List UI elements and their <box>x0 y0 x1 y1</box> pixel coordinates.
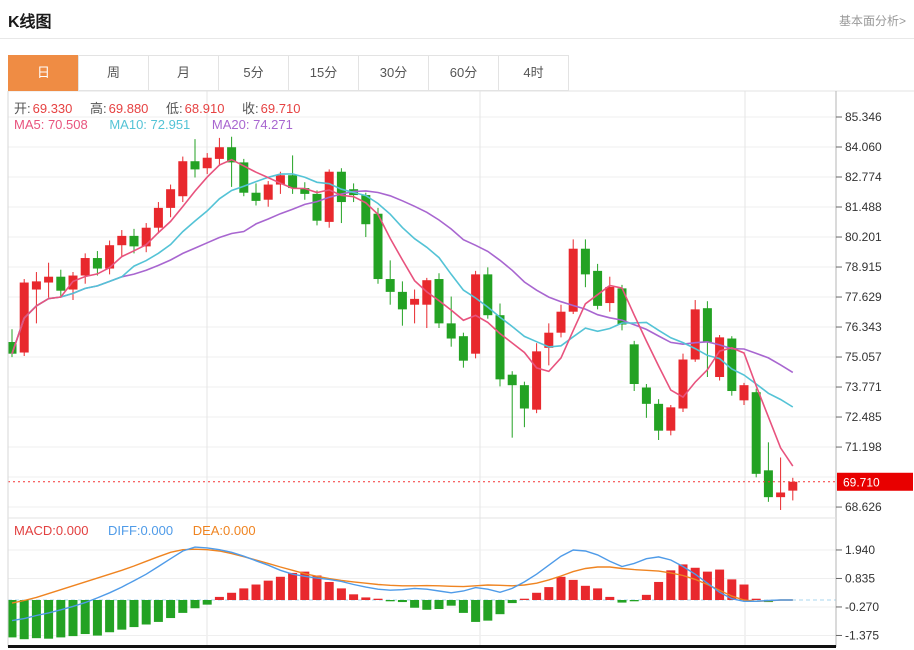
open-value: 69.330 <box>32 101 73 116</box>
svg-text:73.771: 73.771 <box>845 380 882 394</box>
svg-text:72.485: 72.485 <box>845 410 882 424</box>
svg-text:80.201: 80.201 <box>845 230 882 244</box>
diff-line <box>11 546 793 622</box>
vertical-gridlines <box>206 91 746 647</box>
ma-row: MA5: 70.508 MA10: 72.951 MA20: 74.271 <box>14 117 293 132</box>
ma10-line <box>11 173 794 408</box>
svg-text:85.346: 85.346 <box>845 110 882 124</box>
ma20-value: MA20: 74.271 <box>211 117 293 132</box>
ma20-line <box>11 190 794 374</box>
svg-text:84.060: 84.060 <box>845 140 882 154</box>
dea-value: DEA:0.000 <box>192 523 256 538</box>
ohlc-row: 开: 69.330 高: 69.880 低: 68.910 收: 69.710 <box>14 98 314 117</box>
tab-day[interactable]: 日 <box>8 55 79 91</box>
tab-5min[interactable]: 5分 <box>218 55 289 91</box>
macd-histogram <box>7 564 773 640</box>
dea-line <box>11 548 793 604</box>
open-label: 开: <box>14 101 31 116</box>
chart-borders <box>7 90 914 648</box>
price-axis-labels: 85.346 84.060 82.774 81.488 80.201 78.915 77.6… <box>836 110 882 514</box>
svg-text:69.710: 69.710 <box>843 475 880 489</box>
svg-text:-0.270: -0.270 <box>845 600 879 614</box>
low-value: 68.910 <box>184 101 225 116</box>
diff-value: DIFF:0.000 <box>108 523 174 538</box>
svg-text:81.488: 81.488 <box>845 200 882 214</box>
macd-info-row: MACD:0.000 DIFF:0.000 DEA:0.000 <box>14 523 256 538</box>
high-label: 高: <box>90 101 107 116</box>
tab-4hour[interactable]: 4时 <box>498 55 569 91</box>
candles-layer <box>7 136 798 510</box>
macd-value: MACD:0.000 <box>14 523 89 538</box>
svg-text:75.057: 75.057 <box>845 350 882 364</box>
svg-text:78.915: 78.915 <box>845 260 882 274</box>
tab-week[interactable]: 周 <box>78 55 149 91</box>
tab-15min[interactable]: 15分 <box>288 55 359 91</box>
ma-lines-layer <box>11 158 794 467</box>
tab-month[interactable]: 月 <box>148 55 219 91</box>
svg-text:0.835: 0.835 <box>845 571 875 585</box>
period-tab-bar: 日周月 5分 15分 30分 60分 4时 <box>8 55 569 91</box>
macd-lines-layer <box>11 546 793 622</box>
main-gridlines <box>8 116 836 508</box>
ma5-value: MA5: 70.508 <box>14 117 88 132</box>
current-price-label: 69.710 <box>837 472 913 491</box>
ma5-line <box>11 158 794 467</box>
fundamental-analysis-link[interactable]: 基本面分析> <box>838 14 906 28</box>
svg-text:68.626: 68.626 <box>845 500 882 514</box>
close-label: 收: <box>242 101 259 116</box>
page-title: K线图 <box>8 14 52 31</box>
close-value: 69.710 <box>260 101 301 116</box>
tab-30min[interactable]: 30分 <box>358 55 429 91</box>
svg-text:-1.375: -1.375 <box>845 628 879 642</box>
low-label: 低: <box>166 101 183 116</box>
svg-text:76.343: 76.343 <box>845 320 882 334</box>
svg-text:77.629: 77.629 <box>845 290 882 304</box>
svg-text:1.940: 1.940 <box>845 543 875 557</box>
svg-text:82.774: 82.774 <box>845 170 882 184</box>
tab-60min[interactable]: 60分 <box>428 55 499 91</box>
svg-text:71.198: 71.198 <box>845 440 882 454</box>
macd-axis-labels: 1.940 0.835 -0.270 -1.375 <box>836 543 879 642</box>
title-divider <box>0 38 914 39</box>
ma10-value: MA10: 72.951 <box>109 117 191 132</box>
high-value: 69.880 <box>108 101 149 116</box>
